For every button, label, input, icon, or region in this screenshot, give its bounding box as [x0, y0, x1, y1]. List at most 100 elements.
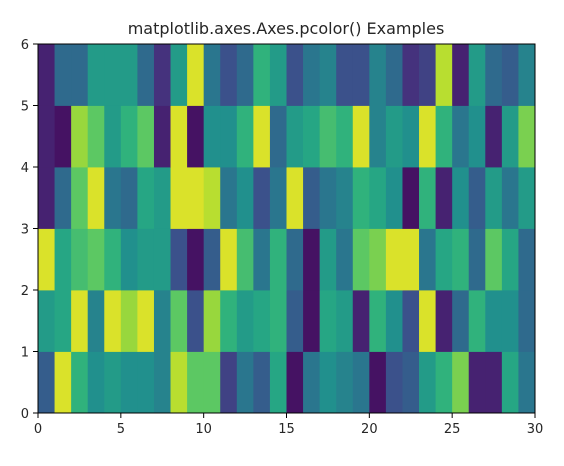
- heatmap-cell: [170, 228, 188, 291]
- heatmap-cell: [485, 290, 503, 352]
- heatmap-cell: [419, 105, 436, 168]
- heatmap-cell: [137, 228, 155, 291]
- heatmap-cell: [435, 44, 453, 106]
- x-tick-label: 0: [34, 422, 42, 437]
- heatmap-cell: [336, 351, 354, 414]
- heatmap-cell: [319, 351, 337, 414]
- heatmap-cell: [468, 351, 486, 414]
- heatmap-cell: [452, 290, 470, 352]
- heatmap-cell: [153, 228, 171, 291]
- heatmap-cell: [468, 167, 486, 229]
- heatmap-cell: [303, 228, 321, 291]
- heatmap-cell: [253, 44, 271, 106]
- heatmap-cell: [203, 228, 221, 291]
- heatmap-cell: [402, 44, 420, 106]
- heatmap-cell: [187, 44, 205, 106]
- heatmap-cell: [319, 44, 337, 106]
- heatmap-cell: [468, 290, 486, 352]
- heatmap-cell: [187, 228, 205, 291]
- heatmap-cell: [153, 351, 171, 414]
- heatmap-cell: [452, 44, 470, 106]
- heatmap-cell: [236, 44, 254, 106]
- heatmap-cell: [501, 44, 519, 106]
- heatmap-cell: [170, 290, 188, 352]
- heatmap-cell: [87, 351, 105, 414]
- heatmap-cell: [170, 44, 188, 106]
- heatmap-cell: [518, 105, 536, 168]
- heatmap-cell: [269, 290, 287, 352]
- heatmap-cell: [87, 105, 105, 168]
- heatmap-cell: [153, 290, 171, 352]
- heatmap-cell: [104, 228, 122, 291]
- heatmap-cell: [286, 290, 304, 352]
- heatmap-cell: [38, 351, 55, 414]
- heatmap-cell: [137, 290, 155, 352]
- heatmap-cell: [336, 290, 354, 352]
- heatmap-cell: [253, 228, 271, 291]
- heatmap-cell: [402, 290, 420, 352]
- x-tick-label: 30: [527, 422, 544, 437]
- heatmap-cell: [54, 290, 72, 352]
- heatmap-cell: [435, 228, 453, 291]
- heatmap-cell: [452, 105, 470, 168]
- heatmap-cell: [187, 105, 205, 168]
- heatmap-cell: [419, 167, 436, 229]
- y-tick-label: 0: [21, 407, 29, 422]
- heatmap-cell: [319, 167, 337, 229]
- heatmap-cell: [501, 228, 519, 291]
- heatmap-cell: [137, 351, 155, 414]
- heatmap-cell: [269, 44, 287, 106]
- heatmap-cell: [518, 167, 536, 229]
- heatmap-cell: [71, 167, 89, 229]
- chart-title: matplotlib.axes.Axes.pcolor() Examples: [128, 19, 445, 38]
- heatmap-cell: [253, 167, 271, 229]
- heatmap-cell: [452, 228, 470, 291]
- heatmap-cell: [220, 44, 238, 106]
- heatmap-cell: [518, 228, 536, 291]
- heatmap-cell: [485, 44, 503, 106]
- x-tick-label: 20: [361, 422, 378, 437]
- heatmap-cell: [501, 290, 519, 352]
- heatmap-cell: [203, 290, 221, 352]
- heatmap-cell: [385, 167, 403, 229]
- heatmap-cell: [303, 351, 321, 414]
- heatmap-cell: [468, 44, 486, 106]
- heatmap-cell: [369, 167, 387, 229]
- heatmap-cell: [485, 167, 503, 229]
- heatmap-cell: [485, 228, 503, 291]
- heatmap-cell: [87, 228, 105, 291]
- heatmap-cell: [369, 290, 387, 352]
- x-tick-label: 10: [195, 422, 212, 437]
- heatmap-cell: [352, 44, 370, 106]
- heatmap-cell: [419, 228, 436, 291]
- heatmap-cell: [220, 290, 238, 352]
- heatmap-cell: [104, 44, 122, 106]
- heatmap-cell: [435, 105, 453, 168]
- heatmap-cell: [71, 351, 89, 414]
- heatmap-cell: [435, 167, 453, 229]
- heatmap-cell: [120, 228, 138, 291]
- heatmap-cell: [303, 167, 321, 229]
- heatmap-cell: [452, 351, 470, 414]
- heatmap-cell: [501, 167, 519, 229]
- heatmap-cell: [120, 351, 138, 414]
- heatmap-cell: [468, 228, 486, 291]
- heatmap-cell: [468, 105, 486, 168]
- heatmap-cell: [402, 167, 420, 229]
- heatmap-cell: [286, 167, 304, 229]
- heatmap-cell: [120, 167, 138, 229]
- heatmap-cell: [336, 167, 354, 229]
- heatmap-cell: [385, 44, 403, 106]
- heatmap-cell: [71, 105, 89, 168]
- heatmap-cell: [485, 351, 503, 414]
- y-tick-label: 1: [21, 346, 29, 361]
- heatmap-cell: [220, 351, 238, 414]
- heatmap-cell: [518, 290, 536, 352]
- heatmap-cell: [303, 105, 321, 168]
- heatmap-cell: [137, 105, 155, 168]
- heatmap-cell: [419, 44, 436, 106]
- heatmap-cell: [402, 351, 420, 414]
- heatmap-cell: [485, 105, 503, 168]
- heatmap-cell: [104, 167, 122, 229]
- heatmap-cell: [220, 167, 238, 229]
